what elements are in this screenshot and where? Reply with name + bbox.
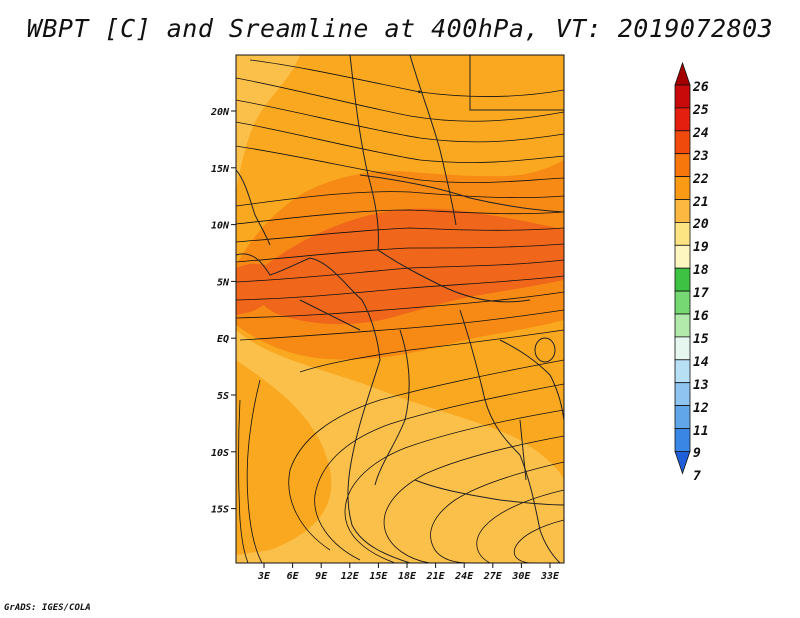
colorbar-label: 26 [693,80,709,95]
longitude-axis: 3E 6E 9E 12E 15E 18E 21E 24E 27E 30E 33E [257,563,560,582]
colorbar-box [674,428,691,452]
colorbar-box [674,244,691,269]
colorbar-box [674,382,691,407]
colorbar-label: 13 [693,377,709,393]
field-hot-west [236,263,278,315]
streamlines [236,59,564,563]
lon-label: 18E [398,571,417,582]
lat-label: 15S [211,505,229,516]
colorbar-box [674,290,691,315]
colorbar-label: 9 [693,446,701,462]
colorbar-box [674,221,691,246]
colorbar-label: 25 [693,102,709,118]
colorbar-label: 18 [693,263,709,279]
colorbar-box [674,359,691,384]
lat-label: 5N [217,277,230,288]
lat-label: 5S [217,391,229,402]
field-light-nw [236,55,300,190]
lon-label: 33E [540,571,560,582]
lon-label: 6E [287,571,300,582]
credit-text: GrADS: IGES/COLA [4,603,91,613]
colorbar-label: 17 [693,286,709,302]
country-borders [236,55,564,563]
colorbar [674,61,691,475]
lon-label: 21E [426,571,446,582]
lat-label: EQ [217,334,229,345]
lat-label: 10S [211,448,229,459]
colorbar-label: 23 [693,148,709,164]
colorbar-box [674,84,691,109]
colorbar-label: 15 [693,331,709,347]
colorbar-label: 20 [693,217,709,233]
colorbar-box [674,199,691,223]
chart-title: WBPT [C] and Sreamline at 400hPa, VT: 20… [26,14,774,43]
latitude-axis: 20N 15N 10N 5N EQ 5S 10S 15S [210,107,236,516]
colorbar-top-triangle [674,61,691,86]
lon-label: 30E [511,571,531,582]
colorbar-box [674,267,691,292]
lon-label: 9E [315,571,328,582]
colorbar-label: 22 [693,171,709,187]
colorbar-label: 21 [693,194,709,210]
colorbar-label: 24 [693,125,709,141]
colorbar-bottom-triangle [674,451,691,475]
lon-label: 24E [454,571,474,582]
colorbar-box [674,405,691,429]
field-south-west-tongue [236,360,332,555]
colorbar-box [674,130,691,155]
lon-label: 3E [257,571,271,582]
lon-label: 27E [483,571,503,582]
lon-label: 15E [369,571,388,582]
colorbar-label: 19 [693,240,709,256]
colorbar-label: 7 [693,469,701,485]
colorbar-box [674,176,691,200]
colorbar-box [674,313,691,338]
colorbar-label: 11 [693,423,709,439]
colorbar-label: 12 [693,400,709,416]
colorbar-box [674,153,691,177]
lat-label: 20N [210,107,230,118]
colorbar-label: 16 [693,309,709,324]
colorbar-box [674,107,691,132]
lon-label: 12E [341,571,360,582]
map-frame [235,54,565,564]
colorbar-box [674,336,691,361]
lat-label: 10N [211,221,230,232]
colorbar-label: 14 [693,354,709,370]
lat-label: 15N [211,164,230,175]
field-hot-core [256,208,564,325]
